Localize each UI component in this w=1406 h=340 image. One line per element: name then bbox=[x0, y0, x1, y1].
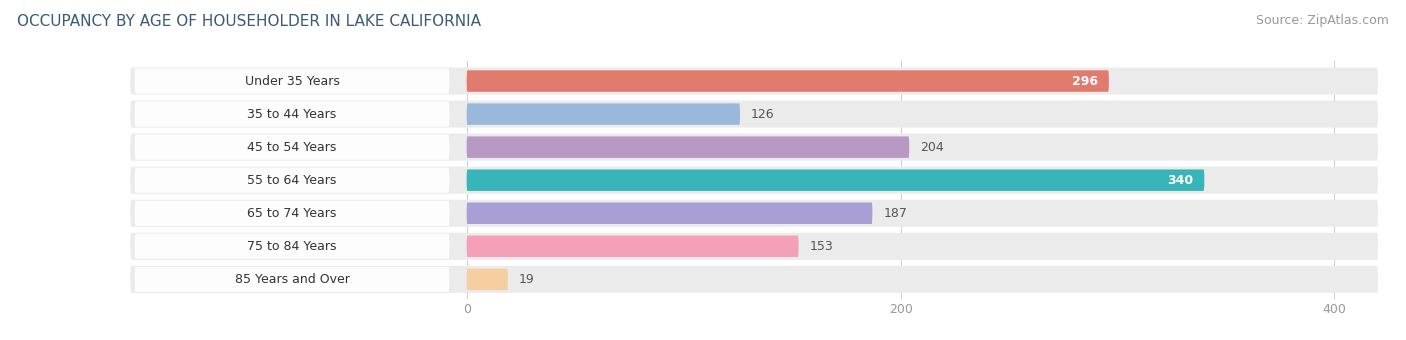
FancyBboxPatch shape bbox=[467, 70, 1109, 92]
FancyBboxPatch shape bbox=[467, 203, 872, 224]
Text: 296: 296 bbox=[1071, 74, 1098, 87]
Text: 45 to 54 Years: 45 to 54 Years bbox=[247, 141, 336, 154]
Text: 153: 153 bbox=[810, 240, 834, 253]
FancyBboxPatch shape bbox=[135, 267, 450, 292]
FancyBboxPatch shape bbox=[135, 102, 450, 127]
FancyBboxPatch shape bbox=[135, 168, 450, 193]
FancyBboxPatch shape bbox=[131, 134, 1378, 161]
FancyBboxPatch shape bbox=[135, 234, 450, 259]
FancyBboxPatch shape bbox=[131, 101, 1378, 128]
FancyBboxPatch shape bbox=[467, 236, 799, 257]
FancyBboxPatch shape bbox=[131, 200, 1378, 227]
FancyBboxPatch shape bbox=[131, 167, 1378, 194]
FancyBboxPatch shape bbox=[131, 233, 1378, 260]
Text: 65 to 74 Years: 65 to 74 Years bbox=[247, 207, 336, 220]
FancyBboxPatch shape bbox=[131, 266, 1378, 293]
FancyBboxPatch shape bbox=[135, 68, 450, 94]
Text: 340: 340 bbox=[1167, 174, 1194, 187]
FancyBboxPatch shape bbox=[131, 67, 1378, 95]
FancyBboxPatch shape bbox=[135, 201, 450, 226]
Text: OCCUPANCY BY AGE OF HOUSEHOLDER IN LAKE CALIFORNIA: OCCUPANCY BY AGE OF HOUSEHOLDER IN LAKE … bbox=[17, 14, 481, 29]
FancyBboxPatch shape bbox=[467, 136, 910, 158]
FancyBboxPatch shape bbox=[467, 269, 508, 290]
Text: 85 Years and Over: 85 Years and Over bbox=[235, 273, 350, 286]
Text: 19: 19 bbox=[519, 273, 534, 286]
Text: 126: 126 bbox=[751, 107, 775, 121]
FancyBboxPatch shape bbox=[135, 135, 450, 160]
Text: 35 to 44 Years: 35 to 44 Years bbox=[247, 107, 336, 121]
Text: 187: 187 bbox=[883, 207, 907, 220]
FancyBboxPatch shape bbox=[467, 169, 1205, 191]
Text: Source: ZipAtlas.com: Source: ZipAtlas.com bbox=[1256, 14, 1389, 27]
Text: Under 35 Years: Under 35 Years bbox=[245, 74, 339, 87]
Text: 75 to 84 Years: 75 to 84 Years bbox=[247, 240, 337, 253]
FancyBboxPatch shape bbox=[467, 103, 740, 125]
Text: 55 to 64 Years: 55 to 64 Years bbox=[247, 174, 336, 187]
Text: 204: 204 bbox=[920, 141, 943, 154]
